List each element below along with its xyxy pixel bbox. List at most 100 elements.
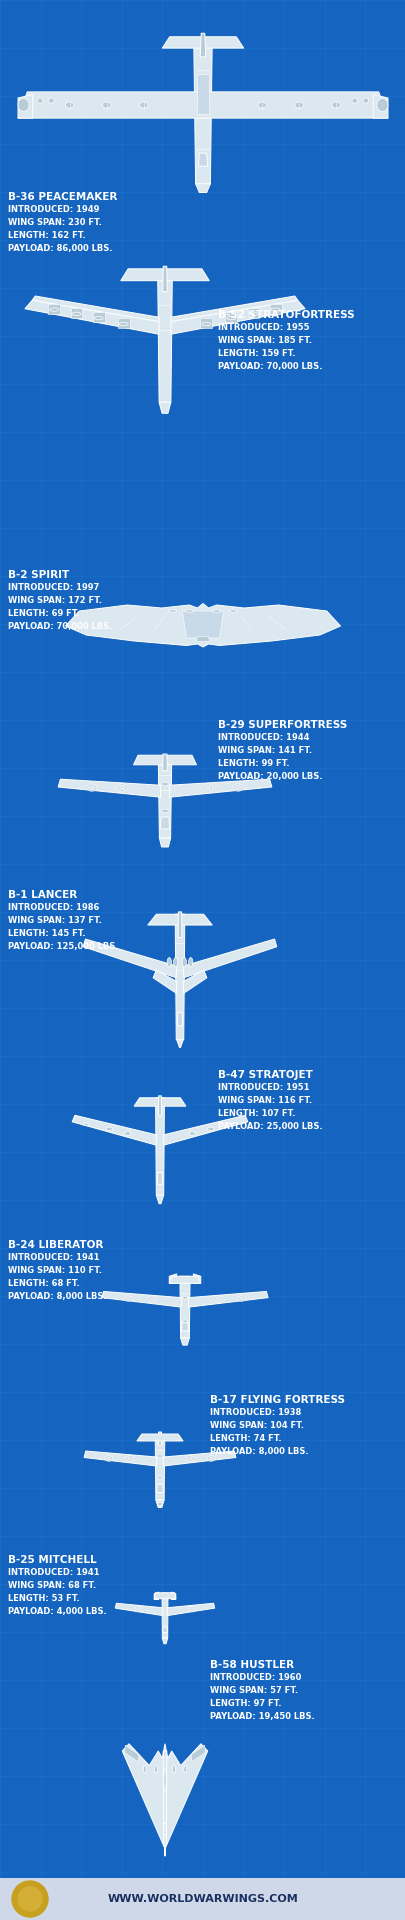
Text: WWW.WORLDWARWINGS.COM: WWW.WORLDWARWINGS.COM <box>107 1893 298 1905</box>
Ellipse shape <box>167 958 171 968</box>
Ellipse shape <box>124 1296 132 1302</box>
Polygon shape <box>18 92 387 119</box>
Polygon shape <box>163 1751 166 1845</box>
Ellipse shape <box>149 1298 154 1300</box>
Polygon shape <box>115 1603 162 1615</box>
Polygon shape <box>157 271 172 403</box>
Ellipse shape <box>294 102 303 108</box>
Text: LENGTH: 107 FT.: LENGTH: 107 FT. <box>217 1110 295 1117</box>
Ellipse shape <box>102 102 111 108</box>
Text: WING SPAN: 104 FT.: WING SPAN: 104 FT. <box>209 1421 303 1430</box>
Ellipse shape <box>189 1607 194 1613</box>
Ellipse shape <box>173 958 177 968</box>
Polygon shape <box>225 313 237 323</box>
Ellipse shape <box>136 1607 139 1611</box>
Ellipse shape <box>188 958 192 968</box>
Ellipse shape <box>231 1123 236 1125</box>
Polygon shape <box>162 36 243 48</box>
Text: LENGTH: 99 FT.: LENGTH: 99 FT. <box>217 758 289 768</box>
Text: LENGTH: 97 FT.: LENGTH: 97 FT. <box>209 1699 281 1709</box>
Polygon shape <box>162 1638 167 1644</box>
Polygon shape <box>169 1273 176 1283</box>
Polygon shape <box>183 970 207 993</box>
Polygon shape <box>162 1626 167 1632</box>
Text: WING SPAN: 185 FT.: WING SPAN: 185 FT. <box>217 336 311 346</box>
Ellipse shape <box>107 1457 111 1459</box>
Polygon shape <box>163 1116 247 1144</box>
Ellipse shape <box>128 1457 132 1459</box>
Polygon shape <box>134 1098 185 1106</box>
Polygon shape <box>167 1603 214 1615</box>
Ellipse shape <box>201 323 210 326</box>
Ellipse shape <box>161 808 168 812</box>
Ellipse shape <box>147 1296 155 1302</box>
Ellipse shape <box>143 1766 146 1772</box>
Polygon shape <box>133 755 196 764</box>
Polygon shape <box>198 154 207 167</box>
Text: B-24 LIBERATOR: B-24 LIBERATOR <box>8 1240 103 1250</box>
Polygon shape <box>156 1500 164 1507</box>
Polygon shape <box>164 1824 166 1834</box>
Polygon shape <box>193 40 212 184</box>
Circle shape <box>12 1882 48 1916</box>
Ellipse shape <box>182 958 186 968</box>
Text: PAYLOAD: 8,000 LBS.: PAYLOAD: 8,000 LBS. <box>209 1448 308 1455</box>
Ellipse shape <box>158 1501 162 1505</box>
Polygon shape <box>159 403 171 413</box>
Polygon shape <box>372 94 387 119</box>
Text: B-47 STRATOJET: B-47 STRATOJET <box>217 1069 312 1079</box>
Text: WING SPAN: 57 FT.: WING SPAN: 57 FT. <box>209 1686 297 1695</box>
Polygon shape <box>92 313 104 323</box>
Text: WING SPAN: 141 FT.: WING SPAN: 141 FT. <box>217 747 311 755</box>
Ellipse shape <box>234 785 241 789</box>
Polygon shape <box>188 1292 267 1308</box>
Text: PAYLOAD: 86,000 LBS.: PAYLOAD: 86,000 LBS. <box>8 244 112 253</box>
Ellipse shape <box>376 98 387 111</box>
Text: PAYLOAD: 20,000 LBS.: PAYLOAD: 20,000 LBS. <box>217 772 322 781</box>
Polygon shape <box>102 1292 181 1308</box>
Polygon shape <box>197 75 208 113</box>
Polygon shape <box>200 33 205 58</box>
Polygon shape <box>155 1434 164 1500</box>
Ellipse shape <box>207 1455 214 1461</box>
Polygon shape <box>136 1434 183 1442</box>
Text: LENGTH: 69 FT.: LENGTH: 69 FT. <box>8 609 79 618</box>
Polygon shape <box>175 914 184 1041</box>
Polygon shape <box>48 303 60 313</box>
Ellipse shape <box>126 1455 134 1461</box>
Polygon shape <box>18 94 33 119</box>
Ellipse shape <box>185 611 193 612</box>
Ellipse shape <box>119 323 128 326</box>
Polygon shape <box>162 267 167 292</box>
Polygon shape <box>158 1432 161 1446</box>
Text: INTRODUCED: 1986: INTRODUCED: 1986 <box>8 902 99 912</box>
Polygon shape <box>156 1196 163 1204</box>
Polygon shape <box>158 756 171 837</box>
Polygon shape <box>32 296 159 321</box>
Polygon shape <box>58 780 160 797</box>
Text: B-52 STRATOFORTRESS: B-52 STRATOFORTRESS <box>217 309 354 321</box>
Text: WING SPAN: 137 FT.: WING SPAN: 137 FT. <box>8 916 102 925</box>
Text: B-29 SUPERFORTRESS: B-29 SUPERFORTRESS <box>217 720 346 730</box>
Polygon shape <box>200 319 212 328</box>
Ellipse shape <box>49 98 54 104</box>
Polygon shape <box>269 303 281 313</box>
Ellipse shape <box>72 313 81 315</box>
Ellipse shape <box>214 1296 222 1302</box>
Ellipse shape <box>351 98 356 104</box>
Ellipse shape <box>18 98 29 111</box>
Ellipse shape <box>50 307 59 311</box>
Text: PAYLOAD: 70,000 LBS.: PAYLOAD: 70,000 LBS. <box>8 622 112 632</box>
Ellipse shape <box>248 313 257 315</box>
Circle shape <box>18 1887 42 1910</box>
Polygon shape <box>159 837 170 847</box>
Ellipse shape <box>202 783 212 791</box>
Polygon shape <box>169 780 271 797</box>
Ellipse shape <box>271 307 279 311</box>
Polygon shape <box>177 1012 182 1025</box>
Ellipse shape <box>37 98 43 104</box>
Text: PAYLOAD: 25,000 LBS.: PAYLOAD: 25,000 LBS. <box>217 1121 322 1131</box>
Ellipse shape <box>126 1298 130 1300</box>
Polygon shape <box>117 319 129 328</box>
Ellipse shape <box>237 1296 245 1302</box>
